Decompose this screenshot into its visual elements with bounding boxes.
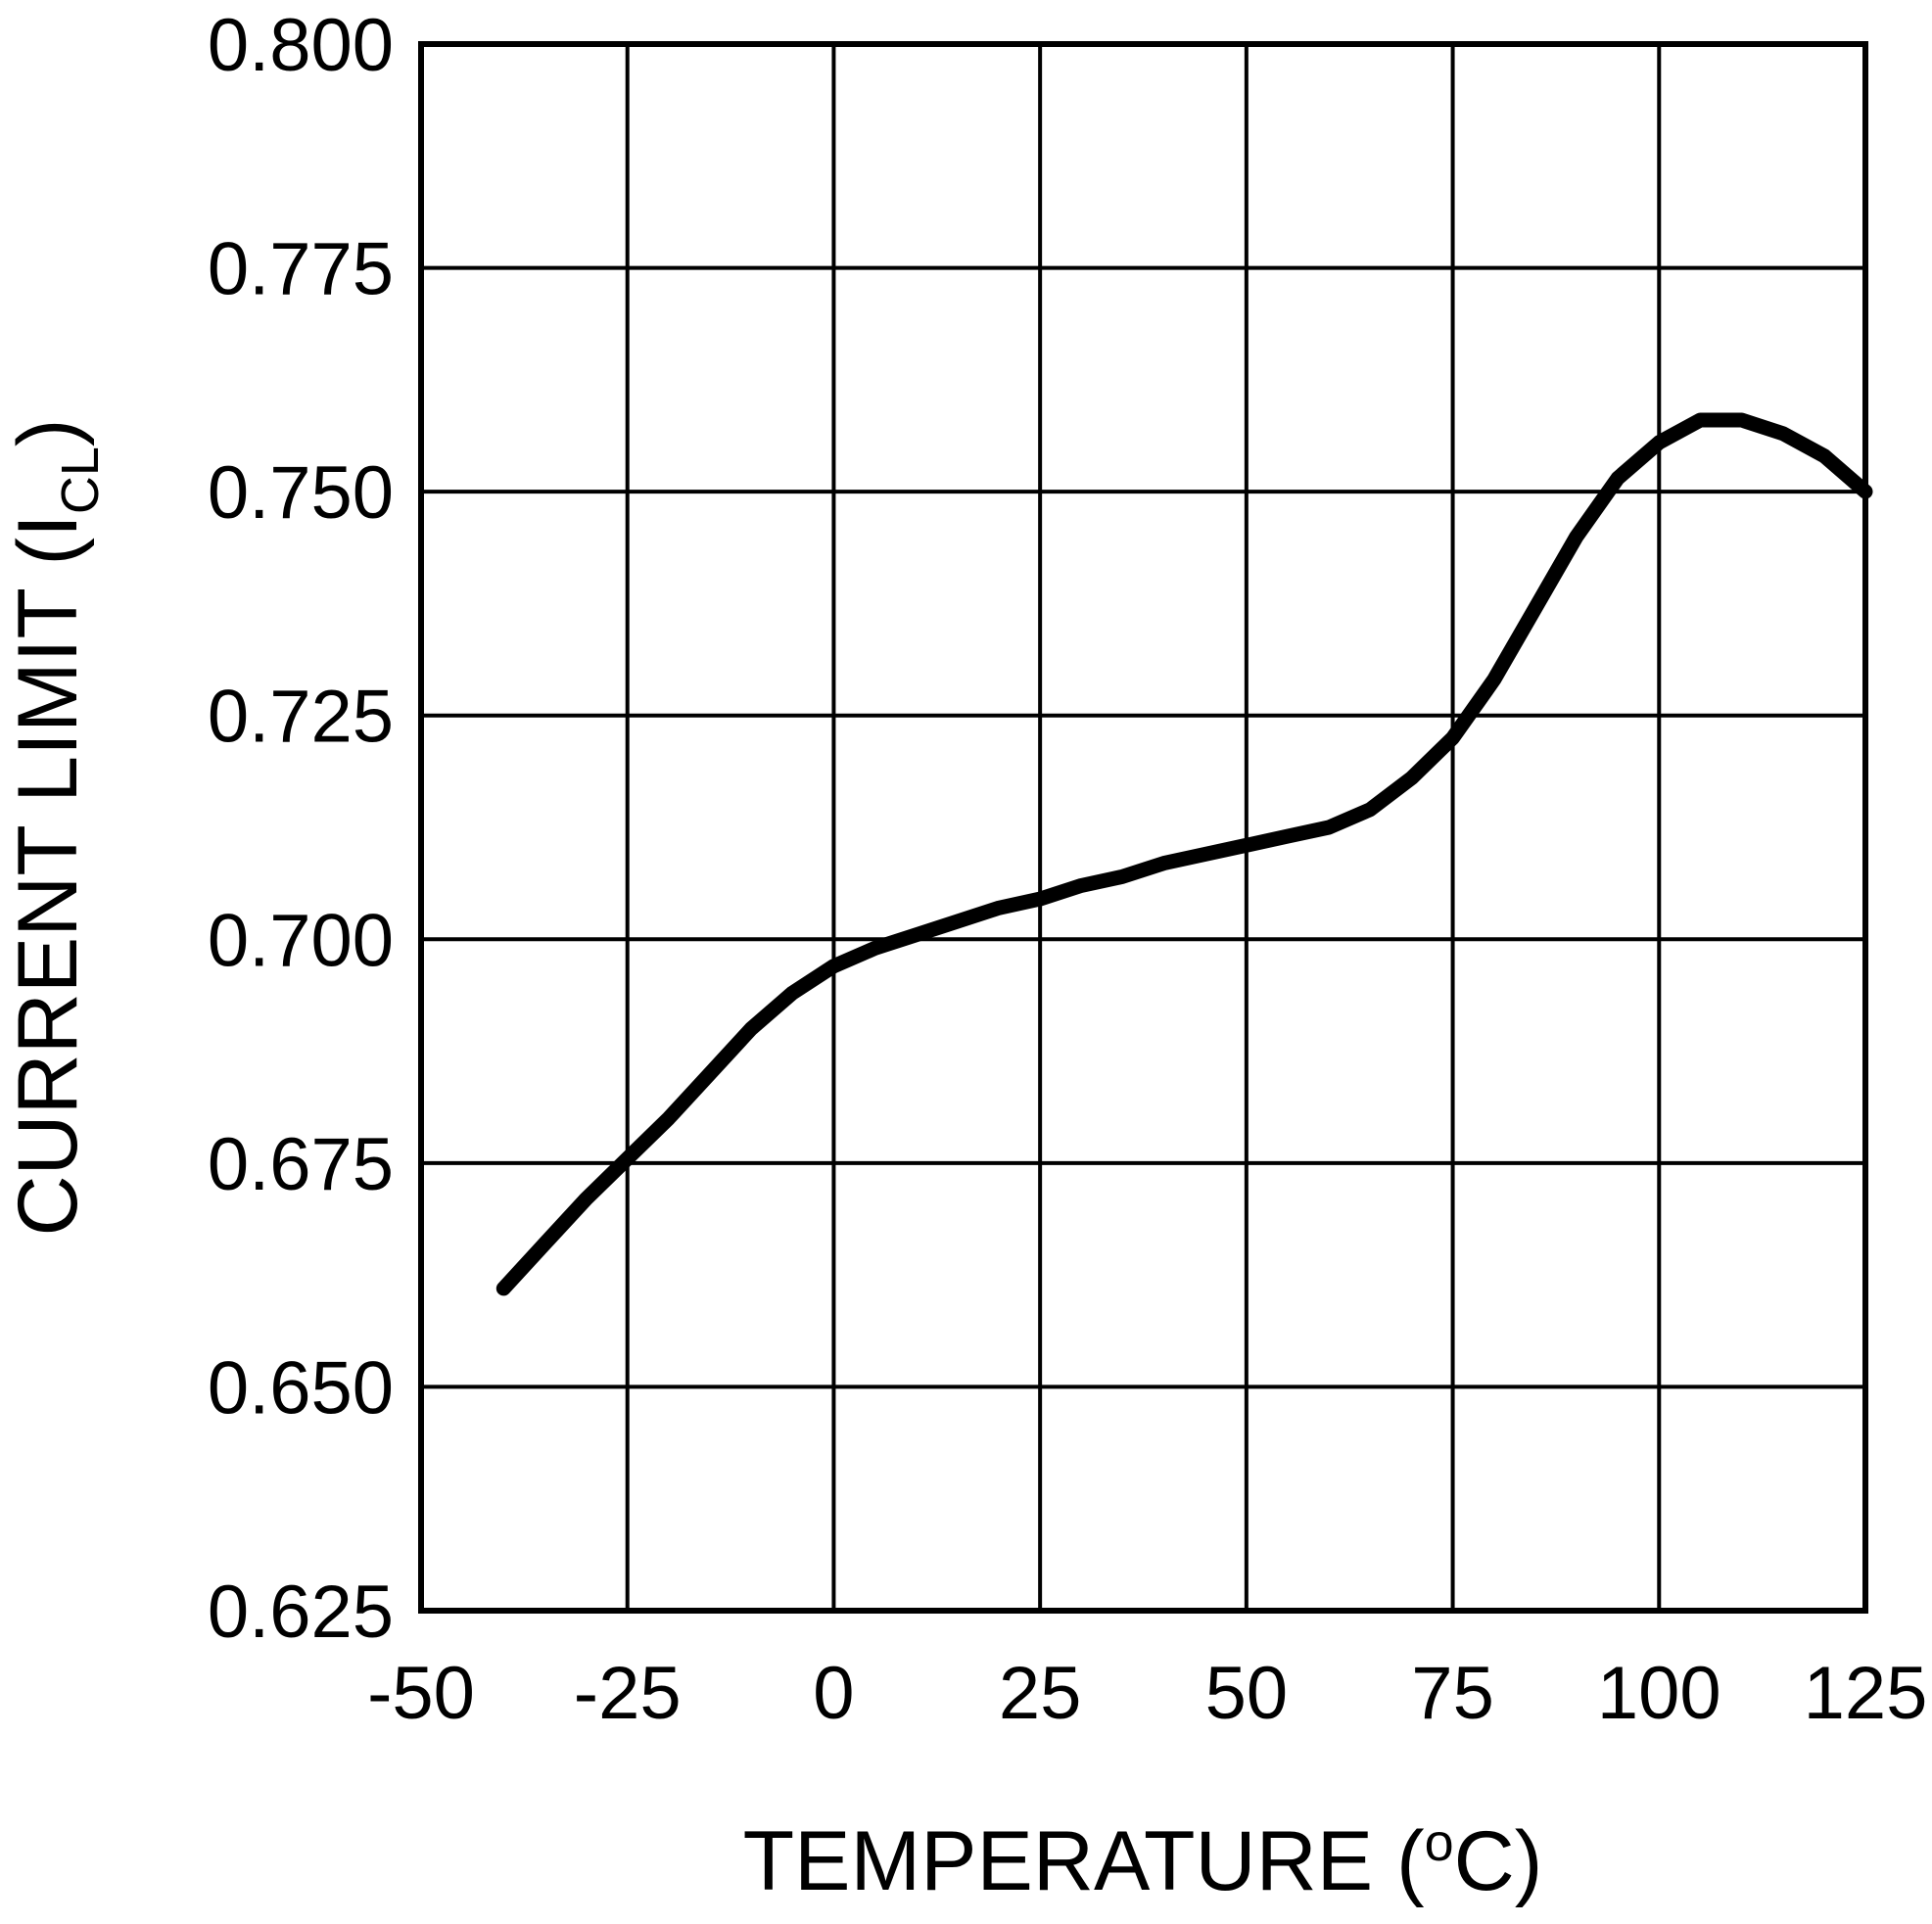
y-tick-label: 0.650 bbox=[208, 1346, 394, 1430]
x-axis-tick-labels: -50 -25 0 25 50 75 100 125 bbox=[367, 1652, 1927, 1735]
x-tick-label: 50 bbox=[1205, 1652, 1289, 1735]
x-tick-label: 125 bbox=[1804, 1652, 1928, 1735]
y-tick-label: 0.725 bbox=[208, 676, 394, 759]
x-tick-label: -25 bbox=[574, 1652, 682, 1735]
degree-superscript: o bbox=[1425, 1813, 1454, 1872]
y-tick-label: 0.800 bbox=[208, 4, 394, 87]
x-axis-title-text: TEMPERATURE ( bbox=[743, 1814, 1425, 1908]
icl-subscript: CL bbox=[51, 446, 110, 514]
y-axis-tick-labels: 0.625 0.650 0.675 0.700 0.725 0.750 0.775 0.800 bbox=[208, 4, 394, 1654]
x-tick-label: 75 bbox=[1411, 1652, 1494, 1735]
x-axis-title-unit: C) bbox=[1454, 1814, 1543, 1908]
y-axis-title-close: ) bbox=[1, 418, 95, 446]
y-tick-label: 0.775 bbox=[208, 228, 394, 311]
x-axis-title: TEMPERATURE (oC) bbox=[743, 1813, 1543, 1908]
y-tick-label: 0.675 bbox=[208, 1123, 394, 1206]
y-tick-label: 0.625 bbox=[208, 1571, 394, 1654]
current-limit-curve bbox=[495, 412, 1873, 1296]
x-tick-label: 0 bbox=[813, 1652, 854, 1735]
plot-background bbox=[421, 44, 1865, 1611]
x-tick-label: 25 bbox=[999, 1652, 1082, 1735]
grid bbox=[419, 42, 1867, 1613]
plot-border bbox=[418, 41, 1868, 1614]
y-tick-label: 0.700 bbox=[208, 899, 394, 982]
x-tick-label: 100 bbox=[1597, 1652, 1721, 1735]
y-tick-label: 0.750 bbox=[208, 451, 394, 535]
y-axis-title-text: CURRENT LIMIT (I bbox=[1, 514, 95, 1236]
y-axis-title: CURRENT LIMIT (ICL) bbox=[1, 418, 110, 1236]
x-tick-label: -50 bbox=[367, 1652, 475, 1735]
